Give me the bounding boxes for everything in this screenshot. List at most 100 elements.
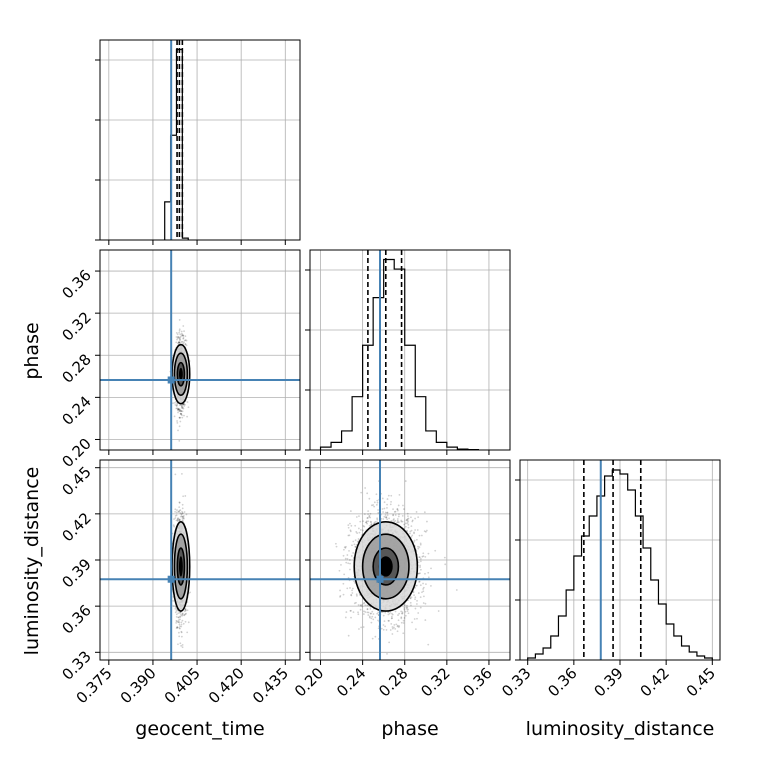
scatter-point bbox=[396, 624, 399, 627]
scatter-point bbox=[178, 416, 181, 419]
scatter-point bbox=[176, 336, 179, 338]
scatter-point bbox=[362, 602, 365, 605]
scatter-point bbox=[418, 556, 421, 559]
scatter-point bbox=[177, 411, 179, 414]
marginal-contents bbox=[164, 40, 189, 240]
scatter-point bbox=[173, 415, 176, 418]
scatter-point bbox=[183, 610, 186, 613]
scatter-point bbox=[342, 582, 345, 585]
scatter-point bbox=[410, 604, 412, 607]
scatter-point bbox=[357, 611, 359, 614]
x-tick-label-geocent-time: 0.390 bbox=[117, 664, 160, 707]
y-tick-label-phase: 0.28 bbox=[58, 350, 94, 386]
scatter-point bbox=[397, 626, 400, 628]
scatter-point bbox=[363, 513, 366, 516]
scatter-point bbox=[374, 520, 377, 523]
scatter-point bbox=[179, 408, 181, 411]
scatter-point bbox=[361, 604, 363, 606]
scatter-point bbox=[397, 515, 400, 518]
scatter-point bbox=[398, 612, 401, 615]
scatter-point bbox=[175, 407, 178, 410]
scatter-point bbox=[394, 627, 397, 630]
scatter-point bbox=[367, 611, 370, 614]
scatter-point bbox=[358, 531, 361, 534]
density-core bbox=[178, 556, 183, 577]
scatter-point bbox=[181, 619, 184, 622]
scatter-point bbox=[407, 520, 409, 523]
scatter-point bbox=[397, 619, 400, 622]
scatter-point bbox=[391, 613, 394, 616]
scatter-point bbox=[179, 616, 182, 618]
scatter-point bbox=[179, 618, 181, 621]
scatter-point bbox=[419, 596, 422, 599]
scatter-point bbox=[366, 611, 369, 614]
scatter-point bbox=[411, 621, 413, 624]
scatter-point bbox=[426, 520, 428, 523]
scatter-point bbox=[387, 613, 390, 616]
scatter-point bbox=[175, 514, 178, 517]
scatter-point bbox=[414, 517, 417, 520]
scatter-point bbox=[419, 572, 421, 575]
scatter-point bbox=[172, 599, 175, 602]
scatter-point bbox=[175, 620, 178, 622]
scatter-point bbox=[352, 552, 355, 554]
scatter-point bbox=[348, 534, 351, 537]
scatter-point bbox=[405, 519, 408, 522]
truth-marker bbox=[167, 376, 175, 384]
scatter-point bbox=[402, 504, 404, 507]
scatter-point bbox=[394, 610, 397, 613]
scatter-point bbox=[406, 522, 409, 524]
scatter-point bbox=[182, 407, 185, 410]
scatter-point bbox=[180, 330, 183, 333]
scatter-point bbox=[355, 601, 357, 604]
scatter-point bbox=[175, 519, 178, 522]
scatter-point bbox=[178, 416, 181, 419]
scatter-point bbox=[177, 612, 180, 615]
scatter-point bbox=[422, 588, 424, 590]
scatter-point bbox=[353, 543, 356, 546]
marginal-contents bbox=[527, 460, 713, 660]
scatter-point bbox=[403, 617, 406, 619]
scatter-point bbox=[183, 330, 185, 333]
scatter-point bbox=[427, 576, 430, 579]
scatter-point bbox=[178, 409, 181, 412]
scatter-point bbox=[181, 512, 184, 514]
scatter-point bbox=[369, 520, 372, 523]
scatter-point bbox=[182, 334, 185, 337]
scatter-point bbox=[407, 523, 410, 526]
scatter-point bbox=[398, 625, 401, 627]
scatter-point bbox=[396, 519, 399, 522]
scatter-point bbox=[181, 614, 183, 617]
scatter-point bbox=[351, 544, 353, 547]
scatter-point bbox=[370, 523, 373, 526]
scatter-point bbox=[175, 610, 178, 612]
scatter-point bbox=[179, 615, 181, 618]
scatter-point bbox=[385, 516, 388, 519]
scatter-point bbox=[413, 532, 415, 535]
scatter-point bbox=[368, 616, 371, 619]
scatter-point bbox=[182, 335, 185, 337]
scatter-point bbox=[415, 511, 418, 513]
scatter-point bbox=[423, 511, 426, 514]
scatter-point bbox=[181, 613, 184, 616]
y-tick-label-phase: 0.32 bbox=[58, 308, 94, 344]
joint-panel-geocent-time-vs-phase: 0.200.240.280.320.36 bbox=[58, 249, 301, 471]
panel-frame bbox=[99, 39, 301, 241]
scatter-point bbox=[184, 620, 187, 623]
scatter-point bbox=[419, 606, 422, 609]
scatter-point bbox=[417, 547, 420, 550]
scatter-point bbox=[406, 518, 409, 520]
histogram-phase bbox=[319, 258, 480, 450]
scatter-point bbox=[403, 608, 406, 611]
scatter-point bbox=[180, 412, 183, 415]
scatter-point bbox=[339, 594, 342, 597]
scatter-point bbox=[175, 404, 178, 407]
scatter-point bbox=[183, 414, 185, 417]
joint-panel-phase-vs-luminosity-distance: 0.20 0.24 0.28 0.32 0.36 bbox=[291, 459, 511, 700]
scatter-point bbox=[345, 561, 348, 564]
scatter-point bbox=[413, 594, 415, 597]
scatter-point bbox=[409, 530, 412, 533]
scatter-point bbox=[176, 620, 178, 623]
scatter-point bbox=[180, 512, 183, 515]
scatter-point bbox=[174, 606, 177, 609]
